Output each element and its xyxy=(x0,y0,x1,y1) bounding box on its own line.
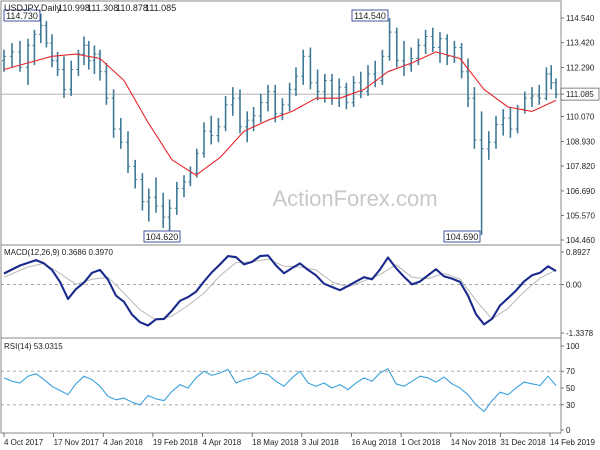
rsi-layer xyxy=(3,368,557,413)
rsi-line xyxy=(3,368,557,413)
x-tick-label: 4 Jan 2018 xyxy=(103,438,143,447)
open-value: 110.998 xyxy=(58,3,90,13)
macd-panel xyxy=(0,244,562,339)
macd-signal-line xyxy=(3,258,557,321)
x-tick-label: 1 Oct 2018 xyxy=(401,438,441,447)
rsi-panel xyxy=(0,337,562,434)
price-annotation-box xyxy=(351,9,389,22)
rsi-panel-frame xyxy=(0,337,562,434)
close-value: 111.085 xyxy=(145,3,176,13)
rsi-y-tick-label: 0 xyxy=(566,426,571,435)
price-y-tick-label: 104.460 xyxy=(566,236,595,245)
price-header: USDJPY,Daily 110.998 111.308 110.878 111… xyxy=(4,3,176,13)
symbol-label: USDJPY,Daily xyxy=(4,3,61,13)
price-y-tick-label: 110.070 xyxy=(566,112,595,121)
price-annotation-box xyxy=(143,230,181,243)
x-tick-label: 19 Feb 2018 xyxy=(153,438,198,447)
high-value: 111.308 xyxy=(87,3,118,13)
price-y-tick-label: 106.690 xyxy=(566,187,595,196)
rsi-y-tick-label: 100 xyxy=(566,342,580,351)
price-annotations: 114.730 114.540 104.620 104.690 xyxy=(3,9,481,243)
x-tick-label: 18 May 2018 xyxy=(252,438,299,447)
watermark-text: ActionForex.com xyxy=(272,186,437,211)
x-tick-label: 14 Nov 2018 xyxy=(451,438,497,447)
x-axis-ticks: 4 Oct 2017 17 Nov 2017 4 Jan 2018 19 Feb 20… xyxy=(3,433,595,447)
macd-layer xyxy=(3,254,557,327)
x-tick-label: 31 Dec 2018 xyxy=(500,438,546,447)
price-y-tick-label: 111.085 xyxy=(566,90,594,99)
price-annotation-box xyxy=(443,230,481,243)
y-axis-ticks: 114.540 113.420 112.290 111.085 110.070 108.9… xyxy=(560,14,600,435)
x-tick-label: 4 Apr 2018 xyxy=(203,438,242,447)
rsi-y-tick-label: 70 xyxy=(566,367,575,376)
price-y-tick-label: 114.540 xyxy=(566,14,595,23)
price-bars xyxy=(2,13,558,237)
macd-panel-frame xyxy=(0,244,562,339)
macd-y-tick-label: 0.8927 xyxy=(566,248,591,257)
macd-y-tick-label: 0.00 xyxy=(566,280,582,289)
x-tick-label: 17 Nov 2017 xyxy=(54,438,100,447)
moving-average-layer xyxy=(3,51,557,176)
x-tick-label: 4 Oct 2017 xyxy=(4,438,44,447)
rsi-label: RSI(14) 53.0315 xyxy=(4,342,63,351)
macd-y-tick-label: -1.3378 xyxy=(566,329,594,338)
x-tick-label: 3 Jul 2018 xyxy=(302,438,339,447)
price-y-tick-label: 107.820 xyxy=(566,162,595,171)
rsi-y-tick-label: 30 xyxy=(566,401,575,410)
price-annotation-label: 114.730 xyxy=(6,11,38,21)
watermark-layer: ActionForex.com xyxy=(272,186,437,211)
price-y-tick-label: 105.570 xyxy=(566,212,595,221)
x-tick-label: 14 Feb 2019 xyxy=(550,438,595,447)
price-y-tick-label: 112.290 xyxy=(566,64,595,73)
price-annotation-box xyxy=(3,9,41,22)
macd-line xyxy=(3,254,557,327)
price-annotation-label: 114.540 xyxy=(354,11,386,21)
price-y-tick-label: 113.420 xyxy=(566,39,595,48)
rsi-y-tick-label: 50 xyxy=(566,384,575,393)
price-y-tick-label: 108.930 xyxy=(566,138,595,147)
price-annotation-label: 104.620 xyxy=(146,232,179,242)
macd-label: MACD(12,26,9) 0.3686 0.3970 xyxy=(4,248,114,257)
price-annotation-label: 104.690 xyxy=(446,232,479,242)
x-tick-label: 16 Aug 2018 xyxy=(351,438,396,447)
low-value: 110.878 xyxy=(116,3,148,13)
moving-average-line xyxy=(3,51,557,176)
